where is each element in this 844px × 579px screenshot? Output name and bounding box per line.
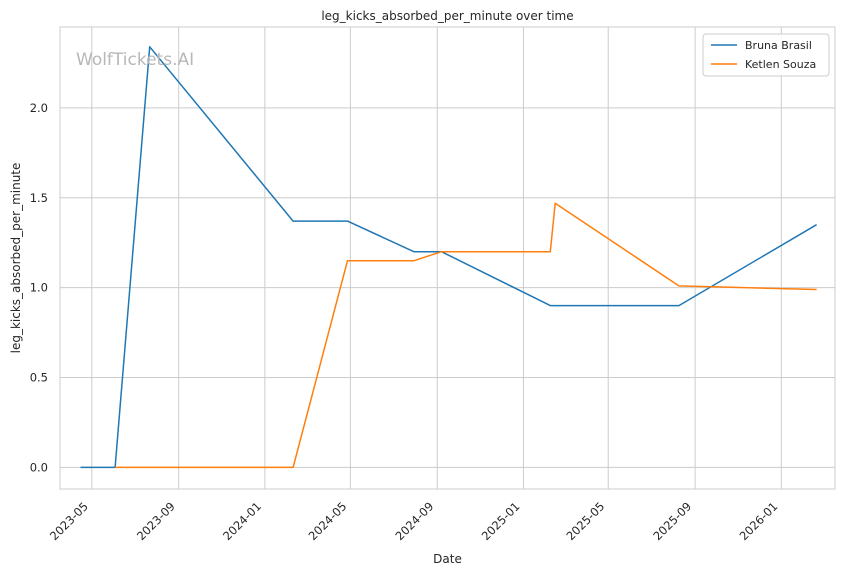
plot-area-frame [59,26,836,490]
chart-title: leg_kicks_absorbed_per_minute over time [321,9,573,23]
watermark-text: WolfTickets.AI [76,50,194,70]
y-tick-label: 0.5 [30,371,48,385]
y-tick-label: 2.0 [30,101,48,115]
y-tick-label: 0.0 [30,460,48,474]
y-tick-label: 1.5 [30,191,48,205]
x-axis-label: Date [433,552,462,566]
series-layer [80,46,817,469]
grid-layer [60,27,835,489]
legend-label-series-2: Ketlen Souza [745,58,816,71]
legend-label-series-1: Bruna Brasil [745,39,812,52]
chart-legend: Bruna Brasil Ketlen Souza [702,33,830,77]
series-line-1 [80,46,817,469]
y-tick-label: 1.0 [30,281,48,295]
series-line-2 [115,202,817,469]
y-axis-label: leg_kicks_absorbed_per_minute [9,163,23,354]
